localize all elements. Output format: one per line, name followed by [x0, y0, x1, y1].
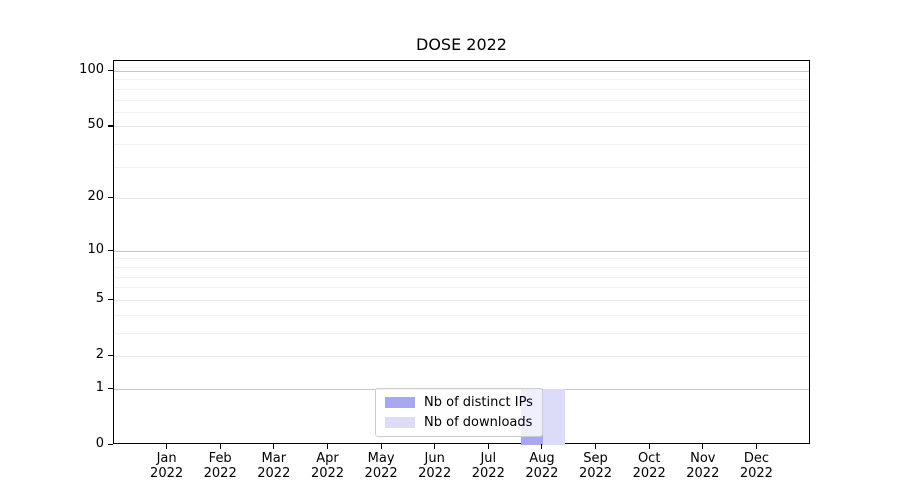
x-tick-label-dec-2022: Dec 2022 [739, 451, 773, 481]
y-tick-label-1: 1 [95, 379, 104, 395]
x-tick-label-feb-2022: Feb 2022 [203, 451, 237, 481]
legend-item-distinct-ips: Nb of distinct IPs [385, 395, 542, 410]
gridline-y-5 [114, 299, 809, 301]
x-tick-label-may-2022: May 2022 [364, 451, 398, 481]
gridline-y-70 [114, 99, 809, 101]
x-tick-label-jun-2022: Jun 2022 [418, 451, 452, 481]
legend: Nb of distinct IPs Nb of downloads [375, 388, 543, 437]
y-tick-label-100: 100 [79, 62, 104, 77]
legend-label-distinct-ips: Nb of distinct IPs [424, 395, 533, 410]
gridline-y-90 [114, 79, 809, 81]
gridline-y-40 [114, 144, 809, 146]
gridline-y-10 [114, 250, 809, 252]
gridline-y-60 [114, 111, 809, 113]
x-tick-label-mar-2022: Mar 2022 [257, 451, 291, 481]
gridline-y-100 [114, 71, 809, 72]
gridline-y-3 [114, 332, 809, 334]
plot-area [113, 60, 810, 445]
x-tick-label-aug-2022: Aug 2022 [525, 451, 559, 481]
x-tick-sep-2022 [594, 444, 597, 449]
gridline-y-80 [114, 88, 809, 90]
x-tick-aug-2022 [541, 444, 543, 449]
y-tick-label-2: 2 [95, 347, 104, 362]
gridline-y-20 [114, 198, 809, 200]
x-tick-feb-2022 [219, 444, 221, 449]
gridline-y-8 [114, 266, 809, 268]
y-tick-label-20: 20 [87, 189, 104, 205]
x-tick-label-nov-2022: Nov 2022 [686, 451, 720, 481]
y-tick-label-5: 5 [95, 290, 104, 306]
legend-item-downloads: Nb of downloads [385, 415, 542, 430]
legend-swatch-downloads [385, 417, 415, 428]
y-tick-20 [108, 197, 113, 199]
legend-swatch-distinct-ips [385, 397, 415, 408]
y-tick-label-0: 0 [95, 436, 104, 451]
x-tick-label-oct-2022: Oct 2022 [632, 451, 666, 481]
x-tick-may-2022 [380, 444, 382, 449]
y-tick-label-50: 50 [87, 117, 104, 133]
x-tick-nov-2022 [702, 444, 704, 449]
x-tick-apr-2022 [326, 444, 329, 449]
gridline-y-30 [114, 166, 809, 168]
x-tick-label-jul-2022: Jul 2022 [471, 451, 505, 481]
y-tick-50 [108, 125, 113, 127]
gridline-y-6 [114, 287, 809, 289]
x-tick-jul-2022 [487, 444, 489, 449]
x-tick-oct-2022 [648, 444, 650, 449]
gridline-y-9 [114, 258, 809, 260]
gridline-y-50 [114, 126, 809, 128]
y-tick-5 [108, 298, 113, 300]
y-tick-10 [108, 249, 113, 251]
legend-label-downloads: Nb of downloads [424, 415, 533, 430]
gridline-y-2 [114, 356, 809, 357]
gridline-y-7 [114, 276, 809, 278]
x-tick-label-sep-2022: Sep 2022 [578, 451, 613, 481]
x-tick-dec-2022 [755, 444, 757, 449]
x-tick-label-apr-2022: Apr 2022 [310, 451, 345, 481]
x-tick-label-jan-2022: Jan 2022 [150, 451, 184, 481]
x-tick-mar-2022 [273, 444, 275, 449]
x-tick-jun-2022 [434, 444, 436, 449]
gridline-y-4 [114, 314, 809, 316]
y-tick-100 [108, 70, 113, 72]
y-tick-label-10: 10 [87, 241, 104, 257]
y-tick-1 [108, 387, 113, 389]
y-tick-2 [108, 355, 113, 357]
x-tick-jan-2022 [166, 444, 168, 449]
bar-nb-of-downloads-aug-2022 [542, 388, 565, 445]
y-tick-0 [108, 444, 113, 446]
chart-title: DOSE 2022 [416, 35, 507, 54]
